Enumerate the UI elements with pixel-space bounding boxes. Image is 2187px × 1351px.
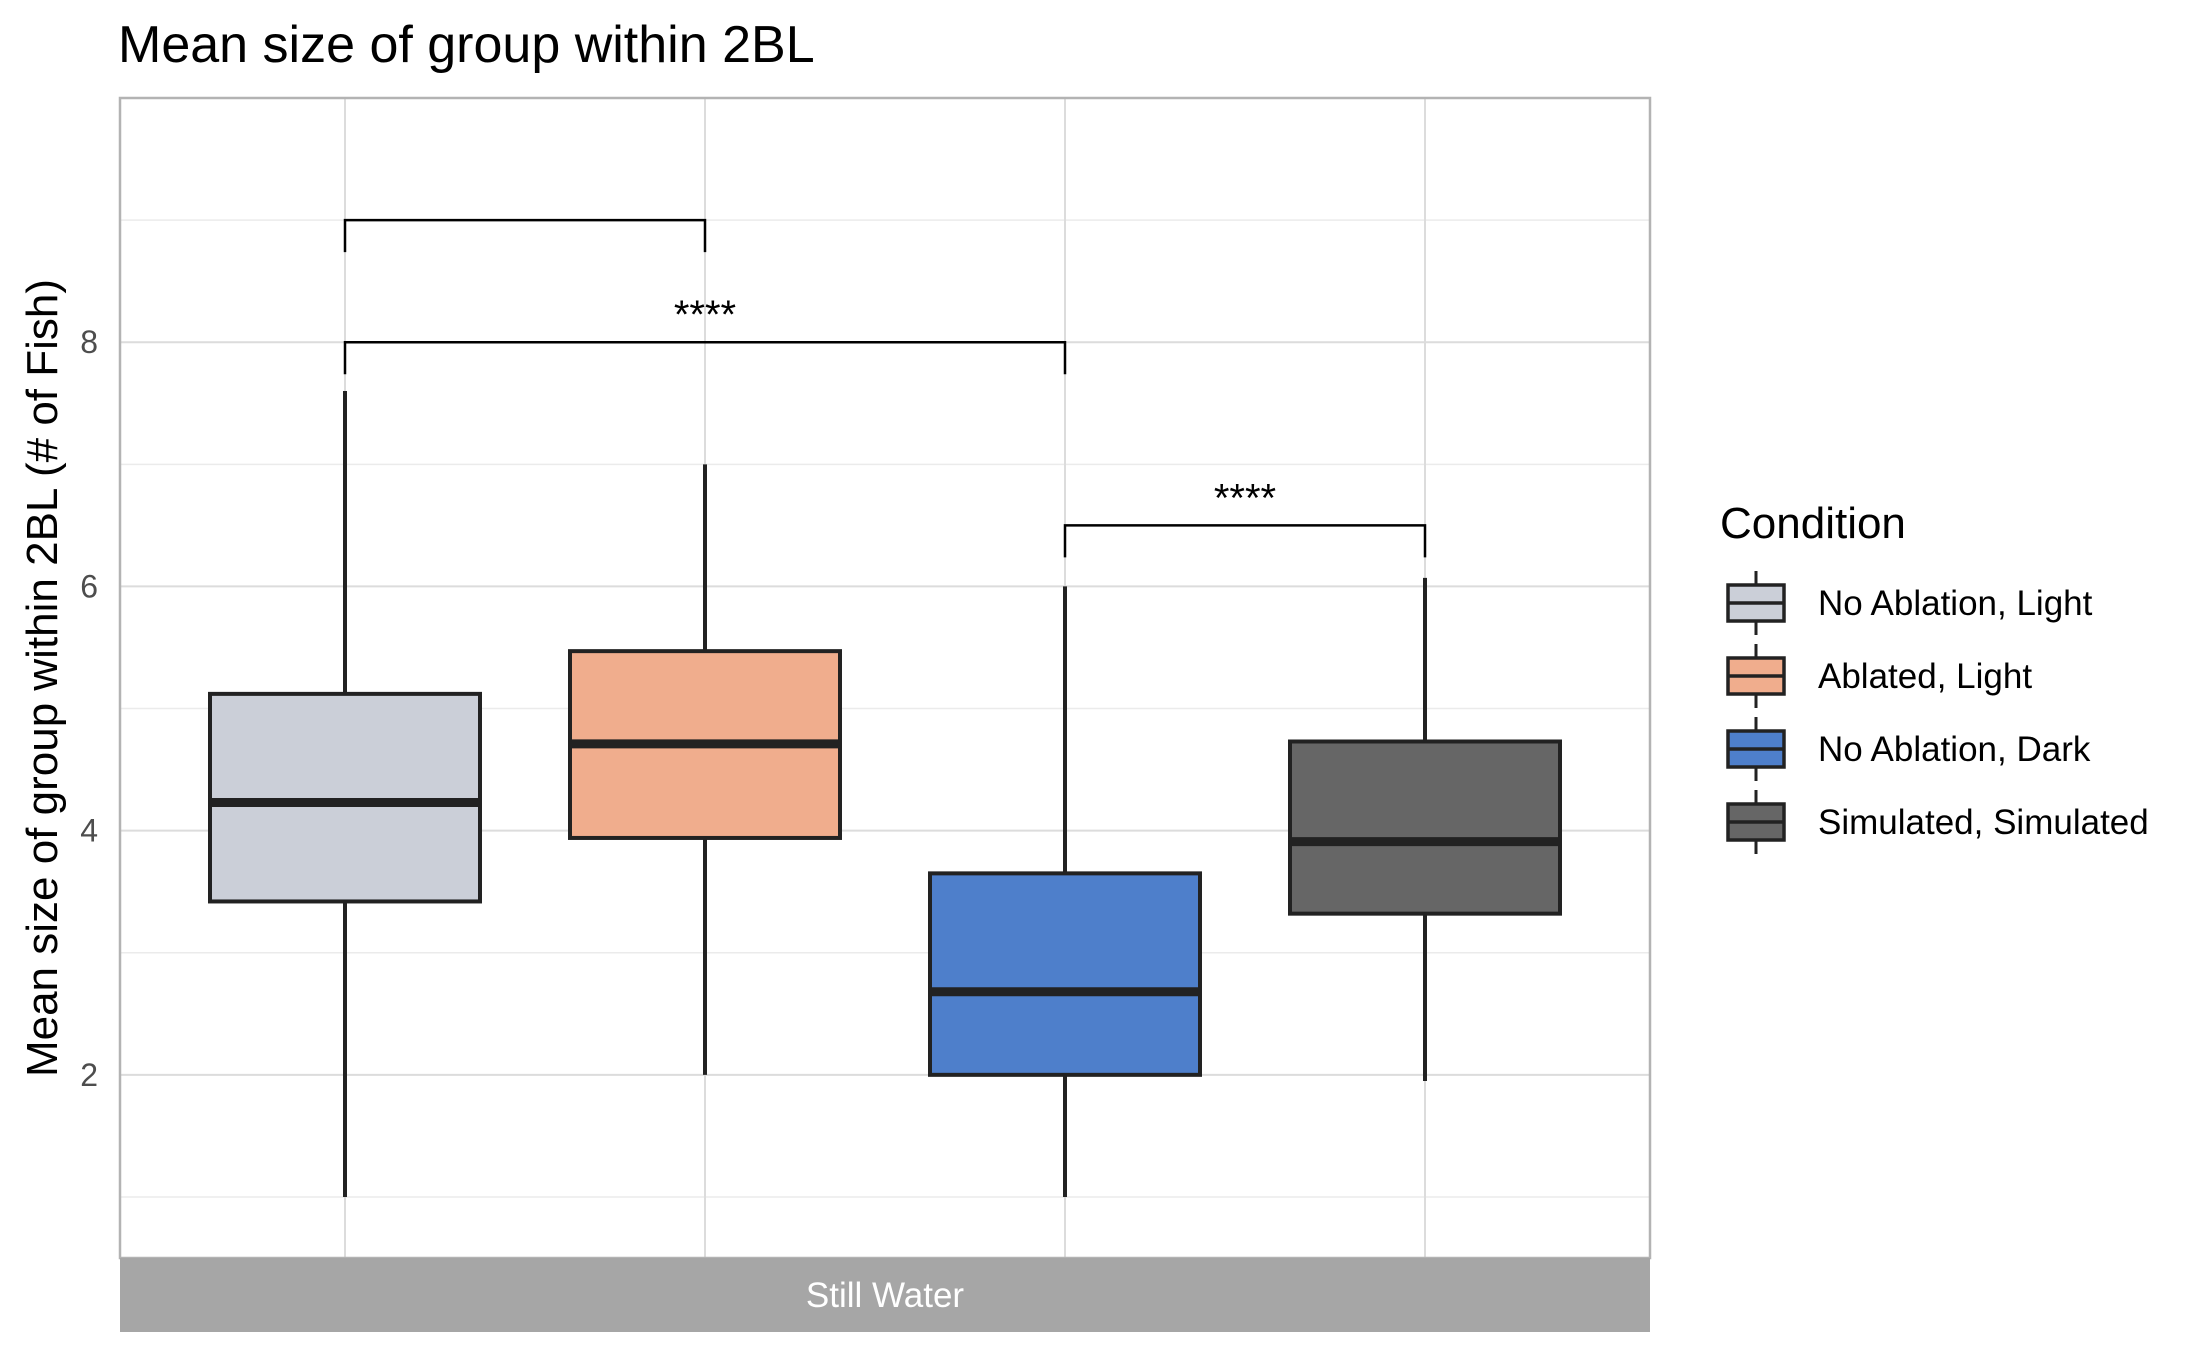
y-tick-label: 4 xyxy=(80,813,98,849)
significance-bracket-1 xyxy=(343,218,707,253)
legend-item-4: Simulated, Simulated xyxy=(1726,790,2149,854)
panel-background xyxy=(120,98,1650,1258)
legend-label: No Ablation, Dark xyxy=(1818,730,2091,769)
y-tick-label: 6 xyxy=(80,568,98,604)
legend-label: Ablated, Light xyxy=(1818,657,2032,696)
chart-title: Mean size of group within 2BL xyxy=(118,16,815,74)
significance-label: **** xyxy=(674,293,736,337)
box-body xyxy=(928,871,1202,1077)
y-axis-title: Mean size of group within 2BL (# of Fish… xyxy=(18,279,67,1077)
significance-bracket-2: **** xyxy=(343,293,1067,375)
plot-panel: 2 4 6 8 **** **** xyxy=(80,96,1652,1260)
box-3 xyxy=(928,586,1202,1197)
box-1 xyxy=(208,391,482,1197)
legend-label: No Ablation, Light xyxy=(1818,584,2093,623)
legend-label: Simulated, Simulated xyxy=(1818,803,2149,842)
bracket-line xyxy=(343,218,707,253)
facet-strip-label: Still Water xyxy=(806,1276,965,1315)
box-2 xyxy=(568,464,842,1075)
legend-item-2: Ablated, Light xyxy=(1726,644,2032,708)
bracket-line xyxy=(343,340,1067,375)
significance-label: **** xyxy=(1214,476,1276,520)
box-4 xyxy=(1288,577,1562,1081)
box-body xyxy=(1288,739,1562,916)
box-body xyxy=(208,691,482,904)
bracket-line xyxy=(1063,524,1427,558)
legend: Condition No Ablation, Light Ablated, Lig… xyxy=(1720,499,2149,854)
y-tick-label: 2 xyxy=(80,1057,98,1093)
facet-strip: Still Water xyxy=(120,1258,1650,1332)
legend-item-1: No Ablation, Light xyxy=(1726,571,2093,635)
legend-item-3: No Ablation, Dark xyxy=(1726,717,2091,781)
y-tick-label: 8 xyxy=(80,324,98,360)
legend-title: Condition xyxy=(1720,499,1906,548)
significance-bracket-3: **** xyxy=(1063,476,1427,558)
facet-strip-background xyxy=(120,1258,1650,1332)
